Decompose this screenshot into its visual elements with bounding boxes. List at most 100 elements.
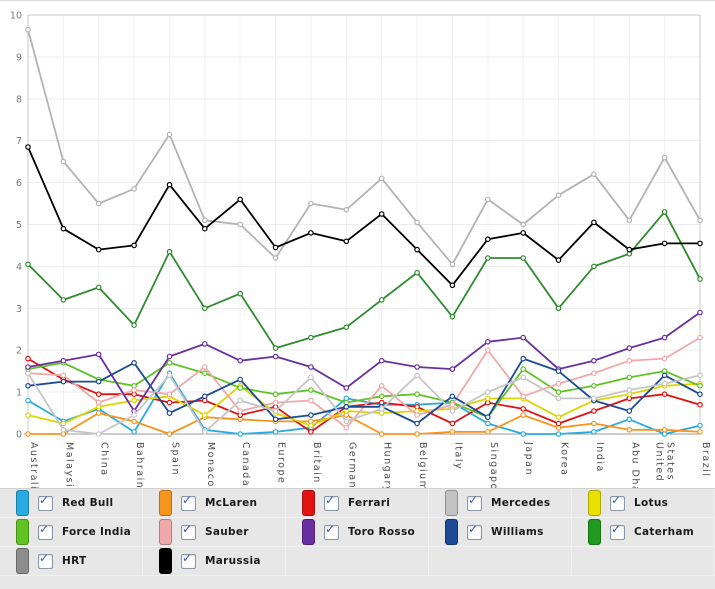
color-swatch bbox=[588, 519, 601, 545]
legend-cell-empty bbox=[572, 547, 715, 576]
data-point bbox=[414, 372, 420, 379]
data-point bbox=[272, 408, 279, 414]
data-point bbox=[237, 408, 244, 414]
legend-item-lotus: ✓ Lotus bbox=[572, 489, 715, 518]
data-point bbox=[166, 353, 173, 360]
data-point bbox=[449, 282, 456, 289]
legend-label: Marussia bbox=[205, 555, 261, 567]
checkbox-sauber[interactable]: ✓ bbox=[181, 522, 196, 540]
data-point bbox=[95, 200, 102, 207]
data-point bbox=[202, 341, 208, 347]
data-point bbox=[308, 387, 314, 393]
axes bbox=[24, 14, 701, 435]
color-swatch bbox=[159, 548, 172, 574]
checkbox-red-bull[interactable]: ✓ bbox=[38, 493, 53, 511]
data-point bbox=[60, 372, 67, 379]
data-point bbox=[237, 431, 244, 437]
series-line bbox=[27, 412, 701, 435]
checkbox-mclaren[interactable]: ✓ bbox=[181, 493, 196, 511]
checkbox-lotus[interactable]: ✓ bbox=[610, 493, 625, 511]
legend-item-sauber: ✓ Sauber bbox=[143, 518, 286, 547]
legend: ✓ Red Bull ✓ McLaren ✓ Ferrari ✓ Mercedes ✓ Lotus… bbox=[0, 488, 715, 589]
data-point bbox=[131, 387, 137, 393]
data-point bbox=[591, 395, 597, 402]
legend-item-force-india: ✓ Force India bbox=[0, 518, 143, 547]
data-point bbox=[166, 431, 173, 437]
data-point bbox=[661, 209, 668, 215]
checkbox-caterham[interactable]: ✓ bbox=[610, 522, 625, 540]
data-point bbox=[25, 397, 31, 404]
data-point bbox=[166, 372, 173, 379]
data-point bbox=[449, 261, 456, 268]
data-point bbox=[308, 364, 314, 370]
data-point bbox=[697, 401, 703, 408]
legend-item-williams: ✓ Williams bbox=[429, 518, 572, 547]
data-point bbox=[449, 401, 456, 408]
data-point bbox=[520, 366, 527, 372]
data-point bbox=[378, 406, 385, 412]
data-point bbox=[272, 391, 279, 398]
color-swatch bbox=[159, 490, 172, 516]
data-point bbox=[591, 429, 597, 435]
data-point bbox=[484, 338, 491, 345]
data-point bbox=[414, 219, 420, 226]
data-point bbox=[626, 408, 633, 414]
data-point bbox=[308, 429, 314, 435]
data-point bbox=[308, 200, 314, 207]
data-point bbox=[272, 399, 279, 406]
data-point bbox=[166, 399, 173, 406]
data-point bbox=[272, 416, 279, 423]
data-point bbox=[697, 217, 703, 224]
check-icon: ✓ bbox=[39, 550, 50, 565]
legend-cell-empty bbox=[429, 547, 572, 576]
data-point bbox=[555, 420, 562, 427]
legend-item-mercedes: ✓ Mercedes bbox=[429, 489, 572, 518]
x-tick-label: Japan bbox=[523, 441, 534, 476]
checkbox-force-india[interactable]: ✓ bbox=[38, 522, 53, 540]
data-point bbox=[237, 397, 244, 404]
checkbox-williams[interactable]: ✓ bbox=[467, 522, 482, 540]
checkbox-mercedes[interactable]: ✓ bbox=[467, 493, 482, 511]
data-point bbox=[626, 426, 633, 433]
data-point bbox=[449, 429, 456, 435]
check-icon: ✓ bbox=[182, 550, 193, 565]
checkbox-ferrari[interactable]: ✓ bbox=[324, 493, 339, 511]
x-tick-label: States bbox=[665, 442, 676, 481]
data-point bbox=[25, 26, 31, 33]
legend-cell-empty bbox=[286, 547, 429, 576]
legend-item-red-bull: ✓ Red Bull bbox=[0, 489, 143, 518]
data-point bbox=[555, 380, 562, 387]
y-tick-label: 1 bbox=[16, 388, 22, 399]
data-point bbox=[697, 372, 703, 379]
data-point bbox=[414, 412, 420, 418]
data-point bbox=[202, 393, 208, 400]
data-point bbox=[520, 412, 527, 418]
color-swatch bbox=[302, 519, 315, 545]
checkbox-hrt[interactable]: ✓ bbox=[38, 550, 53, 569]
legend-label: Caterham bbox=[634, 526, 695, 538]
data-point bbox=[484, 420, 491, 427]
data-point bbox=[449, 420, 456, 427]
x-tick-label: Hungary bbox=[382, 442, 393, 488]
y-tick-label: 10 bbox=[10, 11, 22, 22]
x-tick-label: United bbox=[654, 442, 665, 482]
data-point bbox=[520, 230, 527, 236]
data-point bbox=[25, 261, 31, 268]
data-point bbox=[60, 420, 67, 427]
checkbox-toro-rosso[interactable]: ✓ bbox=[324, 522, 339, 540]
x-tick-label: Brazil bbox=[700, 442, 711, 478]
data-point bbox=[520, 393, 527, 400]
data-point bbox=[414, 391, 420, 398]
data-point bbox=[272, 429, 279, 435]
data-point bbox=[131, 186, 137, 192]
data-point bbox=[237, 376, 244, 383]
data-point bbox=[626, 357, 633, 364]
checkbox-marussia[interactable]: ✓ bbox=[181, 550, 196, 569]
data-point bbox=[95, 284, 102, 291]
series-williams bbox=[25, 355, 703, 427]
data-point bbox=[25, 370, 31, 377]
data-point bbox=[202, 412, 208, 418]
data-point bbox=[697, 382, 703, 389]
series-line bbox=[27, 372, 701, 435]
